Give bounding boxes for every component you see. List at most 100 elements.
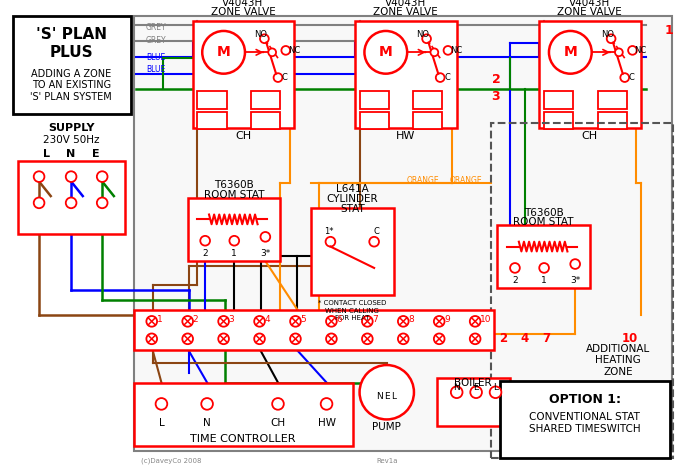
- Text: CH: CH: [582, 131, 598, 141]
- Text: N: N: [66, 149, 76, 159]
- Text: 1*: 1*: [324, 227, 333, 236]
- Text: ZONE VALVE: ZONE VALVE: [210, 7, 275, 17]
- Text: V4043H: V4043H: [222, 0, 264, 8]
- Bar: [359, 111, 388, 129]
- Circle shape: [451, 387, 462, 398]
- Text: 'S' PLAN: 'S' PLAN: [36, 27, 107, 42]
- Circle shape: [66, 171, 77, 182]
- Bar: [250, 91, 280, 109]
- Text: HW: HW: [317, 418, 335, 428]
- Text: T6360B: T6360B: [214, 180, 254, 190]
- Text: SUPPLY: SUPPLY: [48, 123, 95, 133]
- Circle shape: [201, 398, 213, 410]
- Circle shape: [156, 398, 167, 410]
- Circle shape: [364, 31, 407, 73]
- Bar: [135, 382, 353, 446]
- Circle shape: [326, 316, 337, 327]
- Circle shape: [540, 263, 549, 273]
- Text: 3*: 3*: [570, 276, 580, 285]
- Circle shape: [422, 34, 431, 43]
- Text: 1: 1: [231, 249, 237, 258]
- Circle shape: [398, 316, 408, 327]
- Text: WHEN CALLING: WHEN CALLING: [326, 307, 380, 314]
- Text: 2: 2: [492, 73, 500, 86]
- Text: 5: 5: [300, 315, 306, 324]
- Text: 3: 3: [492, 89, 500, 102]
- Bar: [500, 380, 671, 458]
- Text: * CONTACT CLOSED: * CONTACT CLOSED: [318, 300, 386, 306]
- Bar: [491, 123, 673, 458]
- Text: ZONE VALVE: ZONE VALVE: [373, 7, 437, 17]
- Text: ORANGE: ORANGE: [450, 176, 482, 185]
- Bar: [135, 310, 493, 351]
- Circle shape: [182, 334, 193, 344]
- Text: 1: 1: [664, 24, 673, 37]
- Circle shape: [97, 197, 108, 208]
- Circle shape: [326, 237, 335, 247]
- Bar: [359, 91, 388, 109]
- Circle shape: [470, 316, 480, 327]
- Circle shape: [431, 48, 438, 56]
- Text: ORANGE: ORANGE: [406, 176, 439, 185]
- Text: HW: HW: [395, 131, 415, 141]
- Text: 6: 6: [336, 315, 342, 324]
- Text: BLUE: BLUE: [146, 66, 165, 74]
- Text: BLUE: BLUE: [146, 53, 165, 62]
- Circle shape: [260, 34, 269, 43]
- Bar: [355, 21, 457, 128]
- Circle shape: [34, 197, 44, 208]
- Text: ROOM STAT: ROOM STAT: [204, 190, 264, 200]
- Bar: [135, 16, 672, 452]
- Circle shape: [362, 316, 373, 327]
- Circle shape: [398, 334, 408, 344]
- Text: SHARED TIMESWITCH: SHARED TIMESWITCH: [529, 424, 641, 434]
- Text: 2: 2: [512, 276, 518, 285]
- Text: C: C: [282, 73, 288, 82]
- Bar: [311, 208, 393, 295]
- Text: CONVENTIONAL STAT: CONVENTIONAL STAT: [529, 411, 640, 422]
- Text: M: M: [564, 45, 578, 59]
- Circle shape: [628, 46, 637, 55]
- Circle shape: [268, 48, 276, 56]
- Text: 7: 7: [542, 332, 550, 345]
- Circle shape: [434, 316, 444, 327]
- Circle shape: [321, 398, 333, 410]
- Circle shape: [97, 171, 108, 182]
- Text: NC: NC: [288, 46, 300, 55]
- Text: E: E: [384, 392, 390, 401]
- Circle shape: [490, 387, 502, 398]
- Circle shape: [282, 46, 290, 55]
- Circle shape: [66, 197, 77, 208]
- Text: 1: 1: [157, 315, 162, 324]
- Circle shape: [471, 387, 482, 398]
- Circle shape: [200, 236, 210, 246]
- Text: C: C: [629, 73, 635, 82]
- Text: NO: NO: [601, 30, 613, 39]
- Text: T6360B: T6360B: [524, 208, 564, 218]
- Bar: [497, 225, 590, 288]
- Circle shape: [359, 365, 414, 419]
- Circle shape: [218, 316, 229, 327]
- Bar: [544, 111, 573, 129]
- Bar: [193, 21, 295, 128]
- Text: 7: 7: [372, 315, 378, 324]
- Circle shape: [434, 334, 444, 344]
- Text: 2: 2: [500, 332, 507, 345]
- Text: 4: 4: [520, 332, 529, 345]
- Text: 230V 50Hz: 230V 50Hz: [43, 135, 99, 145]
- Text: NO: NO: [416, 30, 429, 39]
- Text: GREY: GREY: [146, 22, 166, 31]
- Text: 1: 1: [541, 276, 547, 285]
- Text: M: M: [217, 45, 230, 59]
- Text: L641A: L641A: [336, 184, 368, 194]
- Bar: [544, 91, 573, 109]
- Circle shape: [444, 46, 453, 55]
- Circle shape: [146, 316, 157, 327]
- Bar: [540, 21, 641, 128]
- Bar: [18, 161, 124, 234]
- Circle shape: [369, 237, 379, 247]
- Text: N: N: [453, 383, 460, 392]
- Bar: [13, 16, 131, 114]
- Text: 3*: 3*: [260, 249, 270, 258]
- Circle shape: [510, 263, 520, 273]
